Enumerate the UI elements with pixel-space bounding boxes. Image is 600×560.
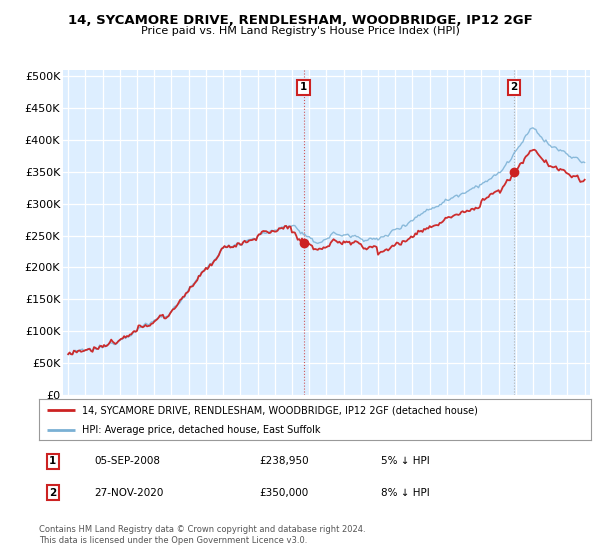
Text: 05-SEP-2008: 05-SEP-2008 xyxy=(94,456,160,466)
Text: Price paid vs. HM Land Registry's House Price Index (HPI): Price paid vs. HM Land Registry's House … xyxy=(140,26,460,36)
Text: 2: 2 xyxy=(49,488,56,497)
Text: 5% ↓ HPI: 5% ↓ HPI xyxy=(381,456,430,466)
Text: 1: 1 xyxy=(300,82,307,92)
Text: Contains HM Land Registry data © Crown copyright and database right 2024.
This d: Contains HM Land Registry data © Crown c… xyxy=(39,525,365,545)
Text: £238,950: £238,950 xyxy=(260,456,310,466)
Text: 14, SYCAMORE DRIVE, RENDLESHAM, WOODBRIDGE, IP12 2GF (detached house): 14, SYCAMORE DRIVE, RENDLESHAM, WOODBRID… xyxy=(82,405,478,415)
Text: 27-NOV-2020: 27-NOV-2020 xyxy=(94,488,164,497)
Text: 8% ↓ HPI: 8% ↓ HPI xyxy=(381,488,430,497)
Text: £350,000: £350,000 xyxy=(260,488,309,497)
Text: 1: 1 xyxy=(49,456,56,466)
Text: HPI: Average price, detached house, East Suffolk: HPI: Average price, detached house, East… xyxy=(82,424,320,435)
Text: 14, SYCAMORE DRIVE, RENDLESHAM, WOODBRIDGE, IP12 2GF: 14, SYCAMORE DRIVE, RENDLESHAM, WOODBRID… xyxy=(68,14,532,27)
Text: 2: 2 xyxy=(511,82,518,92)
